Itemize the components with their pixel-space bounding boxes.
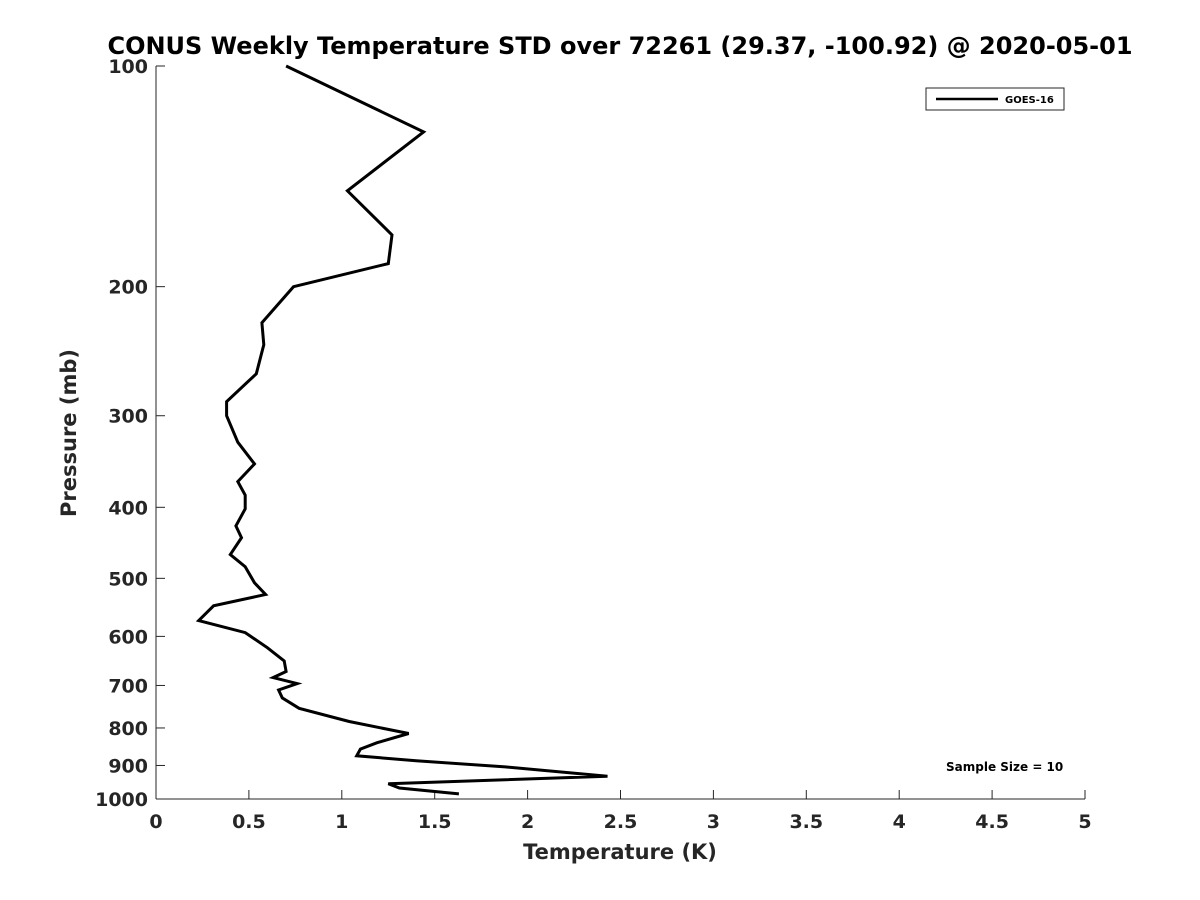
x-tick-label: 3 xyxy=(707,811,720,833)
sample-size-annotation: Sample Size = 10 xyxy=(946,760,1063,774)
x-tick-label: 1.5 xyxy=(418,811,452,833)
x-tick-label: 1 xyxy=(335,811,348,833)
x-axis-label: Temperature (K) xyxy=(523,840,717,864)
y-tick-label: 800 xyxy=(108,718,148,740)
y-axis: 100 200 300 400 500 600 700 800 900 1000 xyxy=(95,56,165,811)
x-tick-label: 0 xyxy=(149,811,162,833)
legend-entry-goes-16: GOES-16 xyxy=(1005,95,1054,106)
x-tick-label: 2 xyxy=(521,811,534,833)
y-axis-label: Pressure (mb) xyxy=(57,349,81,517)
y-tick-label: 1000 xyxy=(95,789,148,811)
x-tick-label: 0.5 xyxy=(232,811,266,833)
y-tick-label: 600 xyxy=(108,626,148,648)
y-tick-label: 900 xyxy=(108,755,148,777)
x-tick-label: 4 xyxy=(893,811,906,833)
x-tick-label: 2.5 xyxy=(604,811,638,833)
y-tick-label: 300 xyxy=(108,406,148,428)
series-layer xyxy=(195,64,608,796)
x-tick-label: 3.5 xyxy=(789,811,823,833)
y-tick-label: 500 xyxy=(108,568,148,590)
y-tick-label: 200 xyxy=(108,277,148,299)
x-tick-label: 5 xyxy=(1078,811,1091,833)
x-tick-label: 4.5 xyxy=(975,811,1009,833)
y-tick-label: 100 xyxy=(108,56,148,78)
y-tick-label: 700 xyxy=(108,675,148,697)
chart-title: CONUS Weekly Temperature STD over 72261 … xyxy=(107,32,1132,60)
legend: GOES-16 xyxy=(925,87,1065,111)
series-line-goes-16 xyxy=(195,64,608,796)
x-axis: 0 0.5 1 1.5 2 2.5 3 3.5 4 4.5 5 xyxy=(149,790,1092,833)
y-tick-label: 400 xyxy=(108,497,148,519)
plot-area xyxy=(155,66,1085,800)
